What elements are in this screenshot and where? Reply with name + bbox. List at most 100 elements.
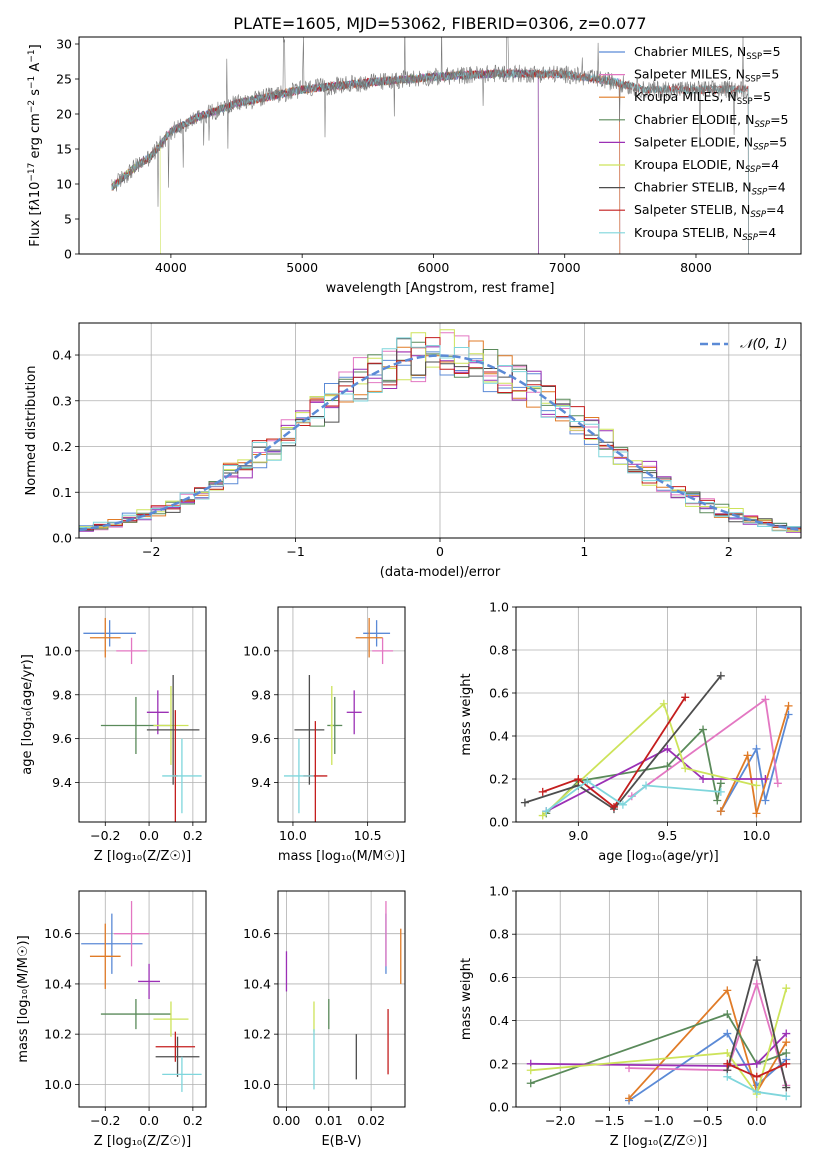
weight-series-line	[719, 705, 790, 814]
weight-point-marker	[716, 807, 725, 816]
legend-label: Salpeter ELODIE, N	[634, 134, 753, 149]
y-tick-label: 10.6	[44, 926, 72, 941]
weight-point-marker	[699, 725, 708, 734]
y-tick-label: 30	[56, 37, 72, 52]
y-tick-label: 0.3	[52, 393, 72, 408]
weight-point-marker	[526, 1079, 535, 1088]
plot-area	[526, 956, 791, 1105]
y-tick-label: 9.8	[52, 687, 72, 702]
legend-entry: Kroupa STELIB, NSSP=4	[634, 225, 776, 243]
weight-point-marker	[681, 764, 690, 773]
x-tick-label: 1	[580, 544, 588, 559]
y-tick-label: 0.8	[489, 643, 509, 658]
weight-point-marker	[574, 775, 583, 783]
legend-label: Chabrier STELIB, N	[634, 180, 752, 195]
x-tick-label: 10.0	[743, 828, 771, 843]
y-tick-label: 10.4	[44, 976, 72, 991]
y-tick-label: 9.6	[251, 731, 271, 746]
y-tick-label: 0	[64, 247, 72, 262]
axes-frame	[78, 36, 802, 255]
x-axis-label: wavelength [Angstrom, rest frame]	[326, 281, 555, 296]
x-tick-label: 6000	[418, 260, 450, 275]
weight-point-marker	[752, 1087, 761, 1096]
y-tick-label: 1.0	[489, 884, 509, 899]
y-axis-label: mass weight	[459, 958, 474, 1040]
x-tick-label: 4000	[155, 260, 187, 275]
x-axis-label: age [log₁₀(age/yr)]	[598, 849, 719, 864]
weight-point-marker	[752, 1059, 761, 1068]
legend-count: =4	[766, 202, 784, 217]
x-axis-label: Z [log₁₀(Z/Z☉)]	[94, 849, 191, 864]
legend-entry: Kroupa ELODIE, NSSP=4	[634, 157, 779, 175]
y-axis-label: age [log₁₀(age/yr)]	[20, 654, 35, 775]
weight-point-marker	[699, 775, 708, 783]
weight-point-marker	[782, 1049, 791, 1057]
weight-point-marker	[659, 699, 668, 708]
x-tick-label: 9.5	[657, 828, 677, 843]
y-tick-label: 0.2	[52, 439, 72, 454]
weight-point-marker	[752, 956, 761, 965]
legend-count: =5	[753, 89, 771, 104]
plot-area	[111, 37, 749, 254]
legend-entry: Salpeter MILES, NSSP=5	[634, 67, 779, 85]
weight-series-line	[545, 747, 766, 813]
x-tick-label: 8000	[680, 260, 712, 275]
legend-label: Chabrier ELODIE, N	[634, 112, 754, 127]
y-tick-label: 0.4	[489, 729, 509, 744]
y-tick-label: 0.1	[52, 485, 72, 500]
weight-point-marker	[723, 986, 732, 995]
x-tick-label: 0.0	[747, 1113, 767, 1128]
legend-count: =4	[767, 180, 785, 195]
y-axis-label: Flux [fλ10−17 erg cm−2 s−1 A−1]	[27, 44, 43, 246]
weight-point-marker	[782, 1092, 791, 1101]
weight-point-marker	[782, 1059, 791, 1068]
axes-frame	[277, 890, 406, 1108]
legend-entry: Chabrier STELIB, NSSP=4	[634, 180, 786, 198]
weight-point-marker	[663, 744, 672, 753]
weight-point-marker	[663, 762, 672, 771]
weight-point-marker	[723, 1029, 732, 1038]
label-part: ]	[28, 44, 43, 49]
weight-point-marker	[526, 1066, 535, 1075]
y-axis-label: mass weight	[459, 673, 474, 755]
y-axis-label: Normed distribution	[24, 366, 39, 496]
gaussian-curve	[79, 354, 801, 532]
panel-residuals: −2 −1 0 1 2 0.0 0.1 0.2 0.3 0.4 (data-model)/error…	[24, 322, 802, 580]
y-tick-label: 10.0	[44, 643, 72, 658]
legend-subscript: SSP	[746, 52, 762, 62]
label-part: 10	[28, 182, 43, 199]
weight-point-marker	[723, 1059, 732, 1068]
legend-entry: Kroupa MILES, NSSP=5	[634, 89, 771, 107]
x-tick-label: −2.0	[545, 1113, 575, 1128]
x-tick-label: 0.00	[273, 1113, 301, 1128]
legend-subscript: SSP	[752, 188, 768, 198]
panel-mass-vs-Z: −0.2 0.0 0.2 10.0 10.2 10.4 10.6 Z [log₁₀(Z/Z☉)…	[16, 890, 207, 1149]
weight-point-marker	[782, 1038, 791, 1047]
x-tick-label: 10.0	[279, 828, 307, 843]
weight-series-line	[542, 696, 686, 809]
label-part: A	[28, 63, 43, 76]
y-tick-label: 0.0	[489, 1100, 509, 1115]
weight-point-marker	[782, 1029, 791, 1038]
x-axis-label: mass [log₁₀(M/M☉)]	[278, 849, 405, 864]
weight-series-line	[530, 1032, 787, 1067]
weight-point-marker	[642, 781, 651, 790]
legend-count: =5	[769, 134, 787, 149]
panel-mass-weight-vs-age: 9.0 9.5 10.0 0.0 0.2 0.4 0.6 0.8 1.0 age [log₁₀(a…	[459, 600, 802, 864]
weight-point-marker	[761, 695, 770, 704]
legend-subscript: SSP	[750, 210, 766, 220]
weight-point-marker	[752, 979, 761, 988]
x-tick-label: 9.0	[568, 828, 588, 843]
legend-label: Kroupa ELODIE, N	[634, 157, 745, 172]
weight-series-line	[628, 1032, 787, 1102]
legend-label: Kroupa MILES, N	[634, 89, 737, 104]
y-tick-label: 5	[64, 212, 72, 227]
panel-mass-weight-vs-Z: −2.0 −1.5 −1.0 −0.5 0.0 0.0 0.2 0.4 0.6 0.8 1.0 Z […	[459, 884, 802, 1149]
y-tick-label: 0.2	[489, 1056, 509, 1071]
legend-label: Kroupa STELIB, N	[634, 225, 742, 240]
weight-point-marker	[542, 807, 551, 816]
weight-point-marker	[752, 744, 761, 753]
legend-entry: Salpeter STELIB, NSSP=4	[634, 202, 784, 220]
